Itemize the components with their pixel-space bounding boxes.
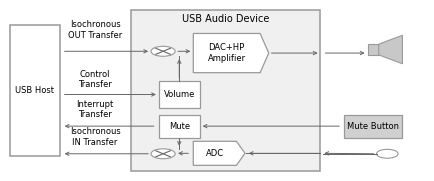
- Text: Interrupt
Transfer: Interrupt Transfer: [76, 100, 114, 119]
- Text: Mute: Mute: [169, 122, 190, 131]
- FancyBboxPatch shape: [159, 115, 200, 138]
- Polygon shape: [368, 44, 379, 55]
- Polygon shape: [379, 35, 402, 64]
- Circle shape: [377, 149, 398, 158]
- Circle shape: [151, 149, 175, 159]
- FancyBboxPatch shape: [131, 10, 320, 171]
- Text: Isochronous
OUT Transfer: Isochronous OUT Transfer: [68, 20, 122, 40]
- Text: Mute Button: Mute Button: [347, 122, 399, 131]
- Text: USB Host: USB Host: [15, 86, 54, 95]
- FancyBboxPatch shape: [10, 25, 59, 156]
- Text: Volume: Volume: [164, 90, 195, 99]
- FancyBboxPatch shape: [344, 115, 402, 138]
- Polygon shape: [193, 141, 245, 165]
- Text: Control
Transfer: Control Transfer: [78, 70, 112, 89]
- Text: DAC+HP
Amplifier: DAC+HP Amplifier: [207, 43, 246, 63]
- Polygon shape: [193, 33, 269, 73]
- Text: Isochronous
IN Transfer: Isochronous IN Transfer: [70, 127, 121, 147]
- Text: USB Audio Device: USB Audio Device: [182, 14, 270, 24]
- Circle shape: [151, 46, 175, 56]
- Text: ADC: ADC: [206, 149, 224, 158]
- FancyBboxPatch shape: [159, 81, 200, 108]
